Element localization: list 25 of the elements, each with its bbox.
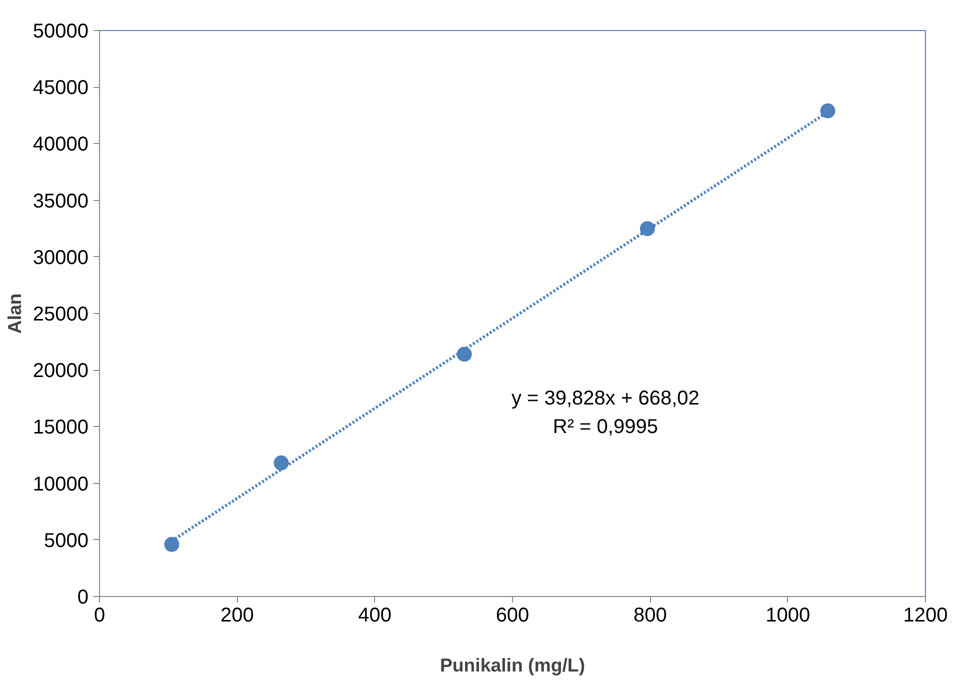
x-tick-label: 400 xyxy=(358,604,392,626)
point xyxy=(164,536,180,552)
x-tick-label: 800 xyxy=(633,604,667,626)
y-tick-label: 40000 xyxy=(32,134,89,156)
annotation: R² = 0,9995 xyxy=(552,416,658,438)
annotation: y = 39,828x + 668,02 xyxy=(511,388,700,410)
x-tick-label: 1000 xyxy=(766,604,810,626)
x-tick-label: 200 xyxy=(220,604,254,626)
x-tick-label: 600 xyxy=(496,604,530,626)
y-tick-label: 15000 xyxy=(32,416,89,439)
point xyxy=(820,103,836,118)
y-tick-label: 20000 xyxy=(32,360,89,382)
x-axis-title: Punikalin (mg/L) xyxy=(440,654,586,676)
y-tick-label: 50000 xyxy=(32,20,89,42)
x-tick-label: 1200 xyxy=(903,604,948,626)
y-tick-label: 30000 xyxy=(32,246,89,269)
y-tick-label: 0 xyxy=(77,586,88,608)
y-tick-label: 35000 xyxy=(32,190,89,212)
point xyxy=(274,455,289,470)
y-tick-label: 10000 xyxy=(32,473,89,496)
y-tick-label: 45000 xyxy=(32,77,89,100)
y-tick-label: 5000 xyxy=(44,530,89,552)
x-tick-label: 0 xyxy=(94,604,106,626)
y-axis-title: Alan xyxy=(4,293,25,334)
y-tick-label: 25000 xyxy=(32,304,89,326)
